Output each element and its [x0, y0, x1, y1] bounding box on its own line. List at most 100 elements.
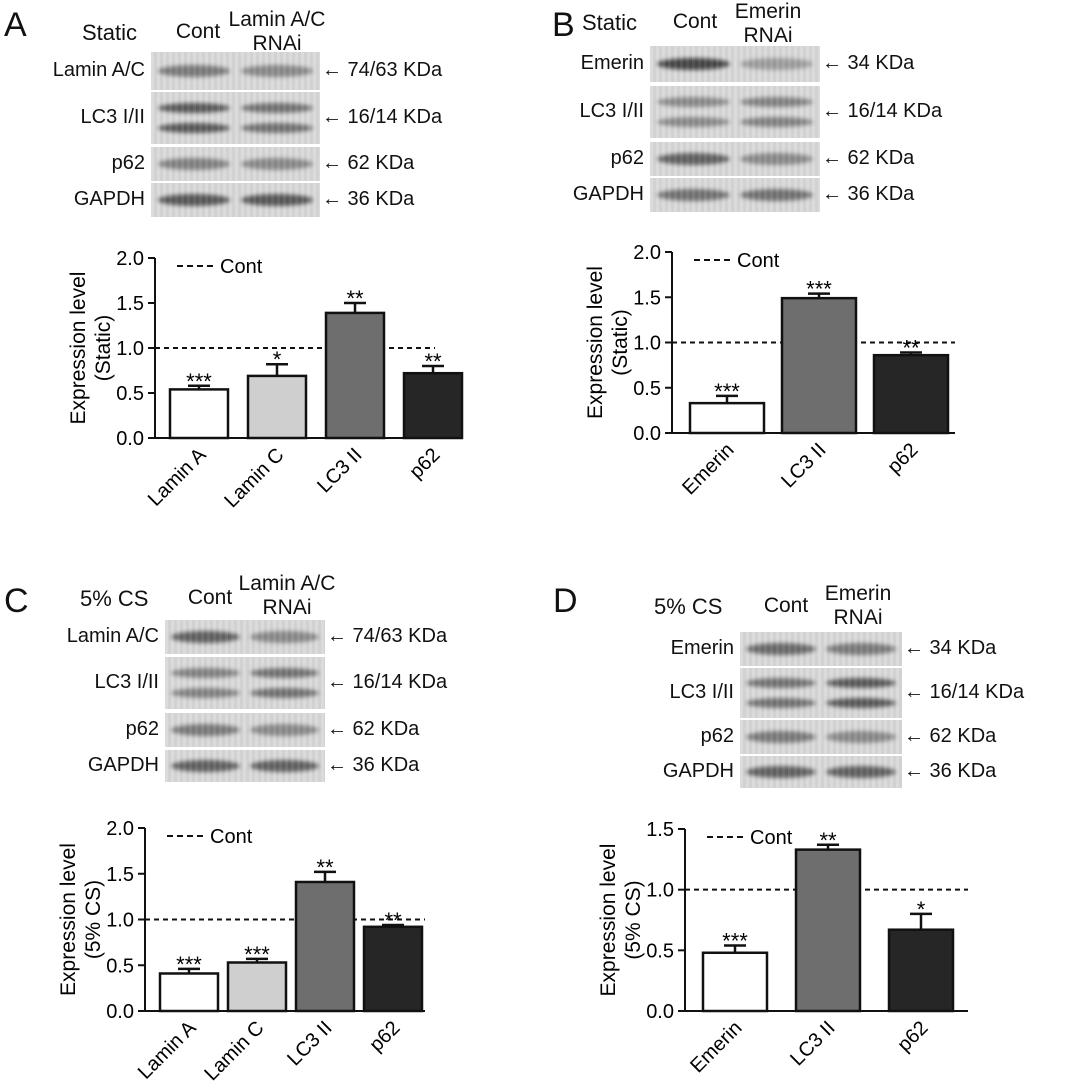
blot-size-d-0: ← 34 KDa [904, 637, 997, 659]
lane-label-c-1: Lamin A/C RNAi [238, 572, 336, 619]
bar-b-2 [872, 353, 950, 435]
band-a-3-0 [157, 194, 231, 206]
blot-size-a-0: ← 74/63 KDa [322, 59, 443, 81]
band-d-3-0 [746, 766, 817, 778]
condition-label-a: Static [82, 20, 138, 45]
blot-size-b-3: ← 36 KDa [822, 183, 915, 205]
blot-size-a-1: ← 16/14 KDa [322, 106, 443, 128]
blot-name-b-1: LC3 I/II [579, 100, 644, 122]
blot-size-b-2: ← 62 KDa [822, 147, 915, 169]
blot-name-d-3: GAPDH [662, 760, 734, 782]
y-axis-label-a: Expression level(Static) [67, 272, 115, 425]
y-axis-label-c: Expression level(5% CS) [57, 843, 105, 996]
band-a-2-0 [157, 158, 231, 170]
y-tick-label-b-2: 1.0 [633, 333, 661, 355]
y-tick-label-b-3: 1.5 [633, 287, 661, 309]
y-tick-label-c-2: 1.0 [106, 910, 134, 932]
condition-label-c: 5% CS [80, 586, 149, 611]
blot-size-d-3: ← 36 KDa [904, 760, 997, 782]
blot-size-a-2: ← 62 KDa [322, 152, 415, 174]
band-b-1-0 [656, 117, 730, 128]
lane-label-c-0: Cont [187, 586, 233, 609]
blot-name-b-3: GAPDH [572, 183, 644, 205]
legend-label-b: Cont [737, 250, 780, 272]
y-axis-label-d: Expression level(5% CS) [597, 844, 645, 997]
lane-label-d-0: Cont [763, 594, 809, 617]
y-tick-label-b-1: 0.5 [633, 378, 661, 400]
y-tick-label-d-0: 0.0 [646, 1001, 674, 1023]
band-b-0-1 [740, 58, 814, 70]
band-a-2-1 [240, 158, 314, 170]
y-tick-label-a-4: 2.0 [116, 248, 144, 270]
blot-strip-b-3 [650, 178, 820, 212]
band-d-0-0 [746, 643, 817, 655]
condition-label-b: Static [582, 10, 638, 35]
lane-label-b-0: Cont [672, 10, 718, 33]
lane-label-a-1: Lamin A/C RNAi [228, 8, 326, 55]
band-c-2-1 [249, 724, 319, 736]
band-c-1-0 [171, 667, 241, 678]
blot-strip-b-0 [650, 46, 820, 82]
band-d-1-1 [825, 698, 896, 708]
y-tick-label-c-1: 0.5 [106, 955, 134, 977]
y-tick-label-a-1: 0.5 [116, 383, 144, 405]
band-a-1-1 [240, 123, 314, 134]
blot-size-c-3: ← 36 KDa [327, 754, 420, 776]
blot-name-a-2: p62 [111, 152, 145, 174]
significance-b-0: *** [714, 379, 740, 404]
blot-name-d-2: p62 [700, 725, 734, 747]
band-d-2-1 [825, 731, 896, 743]
band-d-2-0 [746, 731, 817, 743]
band-c-1-0 [171, 688, 241, 699]
band-d-1-0 [746, 698, 817, 708]
band-a-0-0 [157, 65, 231, 77]
blot-name-c-0: Lamin A/C [66, 625, 159, 647]
significance-b-1: *** [806, 277, 832, 302]
blot-strip-a-1 [151, 92, 320, 144]
blot-size-d-2: ← 62 KDa [904, 725, 997, 747]
blot-name-b-2: p62 [610, 147, 644, 169]
significance-c-1: *** [244, 942, 270, 967]
blot-size-a-3: ← 36 KDa [322, 188, 415, 210]
band-c-1-1 [249, 667, 319, 678]
significance-d-2: * [917, 897, 926, 922]
significance-a-1: * [273, 347, 282, 372]
band-d-0-1 [825, 643, 896, 655]
band-b-3-0 [656, 189, 730, 201]
category-label-d-2: p62 [893, 1017, 932, 1056]
band-b-1-1 [740, 96, 814, 107]
band-c-3-0 [171, 760, 241, 772]
bar-b-1 [780, 296, 858, 435]
band-c-0-1 [249, 631, 319, 643]
panel-letter-d: D [553, 582, 578, 620]
band-c-0-0 [171, 631, 241, 643]
blot-size-c-0: ← 74/63 KDa [327, 625, 448, 647]
lane-label-d-1: Emerin RNAi [824, 582, 892, 629]
y-tick-label-a-0: 0.0 [116, 428, 144, 450]
band-b-2-1 [740, 153, 814, 165]
blot-strip-b-1 [650, 86, 820, 138]
panel-letter-c: C [4, 582, 29, 620]
blot-size-b-0: ← 34 KDa [822, 52, 915, 74]
significance-d-1: ** [819, 828, 837, 853]
blot-name-c-3: GAPDH [87, 754, 159, 776]
band-a-1-1 [240, 102, 314, 113]
band-a-0-1 [240, 65, 314, 77]
bar-c-3 [362, 925, 424, 1013]
significance-b-2: ** [902, 335, 920, 360]
blot-name-a-1: LC3 I/II [80, 106, 145, 128]
blot-name-b-0: Emerin [580, 52, 644, 74]
y-tick-label-c-0: 0.0 [106, 1001, 134, 1023]
band-d-1-0 [746, 678, 817, 688]
blot-name-c-2: p62 [125, 718, 159, 740]
y-tick-label-a-3: 1.5 [116, 293, 144, 315]
blot-strip-d-0 [740, 632, 902, 666]
condition-label-d: 5% CS [654, 594, 723, 619]
blot-strip-c-3 [165, 750, 325, 782]
blot-strip-c-1 [165, 657, 325, 709]
bar-b-0 [688, 401, 766, 435]
category-label-d-0: Emerin [686, 1017, 746, 1077]
